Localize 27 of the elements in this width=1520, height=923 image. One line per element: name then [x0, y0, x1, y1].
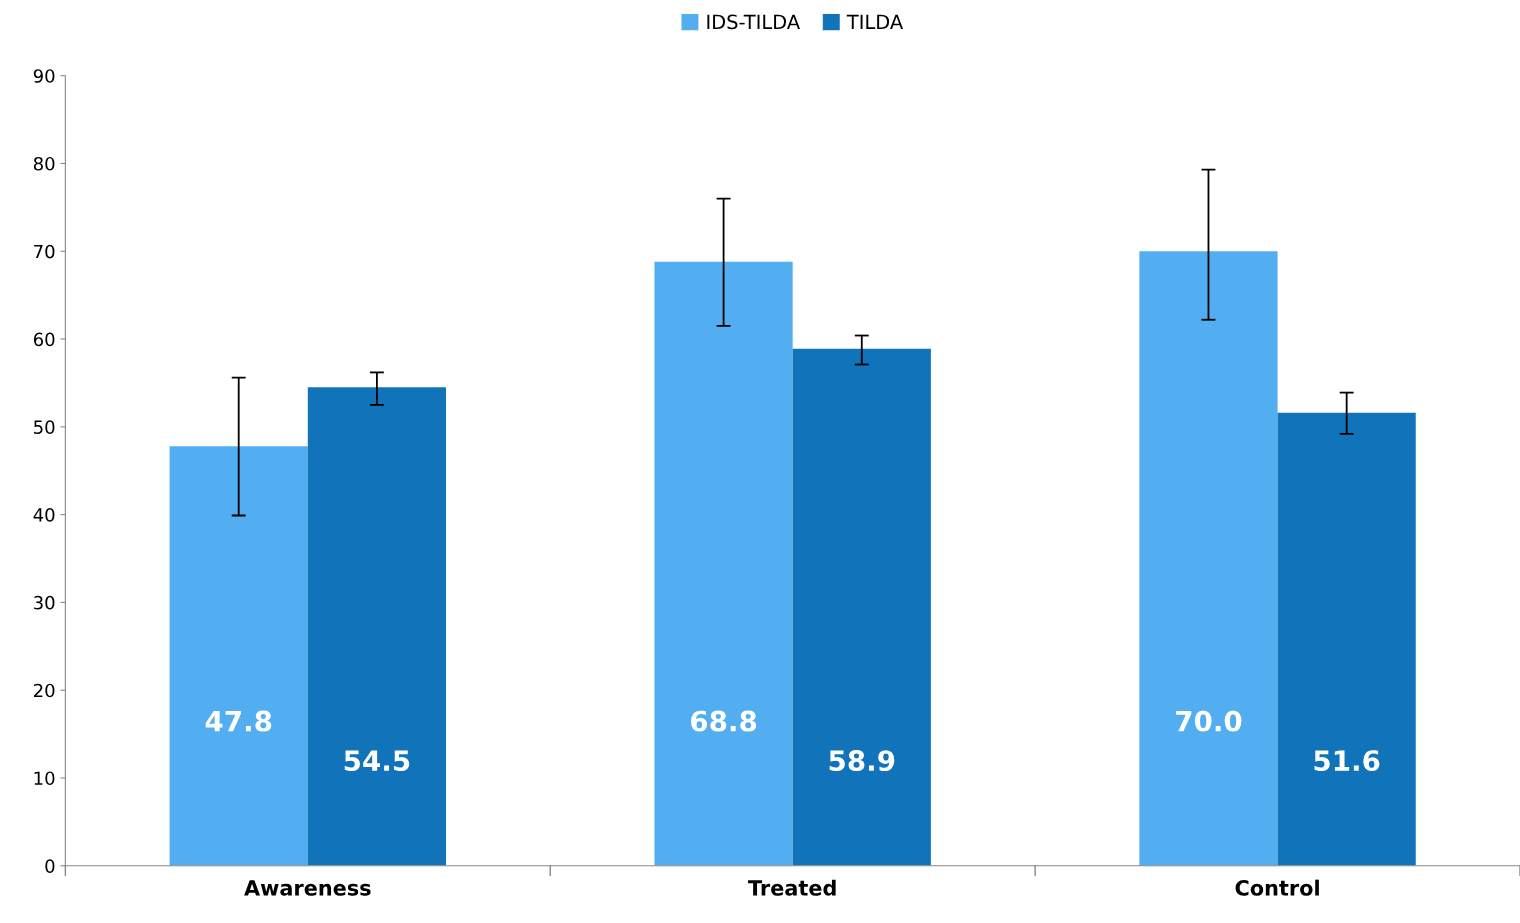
x-tick-label: Treated [748, 879, 836, 896]
y-tick-label: 50 [34, 420, 55, 434]
data-label: 54.5 [344, 750, 410, 772]
y-tick-label: 20 [33, 683, 55, 698]
bar [169, 446, 308, 866]
data-label: 47.8 [205, 710, 272, 732]
data-label: 51.6 [1314, 750, 1380, 772]
y-tick-label: 40 [33, 508, 55, 522]
y-tick-label: 10 [34, 771, 55, 786]
y-tick-label: 30 [34, 595, 55, 610]
legend-label: TILDA [846, 14, 904, 29]
x-tick-label: Control [1235, 879, 1319, 896]
bar [1277, 412, 1416, 866]
y-tick-label: 70 [34, 244, 55, 259]
y-tick-label: 90 [33, 69, 55, 83]
data-label: 58.9 [829, 750, 895, 772]
bar [1139, 251, 1278, 866]
bar [792, 348, 931, 866]
x-tick-label: Awareness [244, 880, 371, 896]
bar [307, 387, 446, 866]
y-tick-label: 80 [33, 156, 55, 171]
y-tick-label: 60 [33, 332, 55, 347]
data-label: 70.0 [1176, 710, 1242, 732]
legend-label: IDS-TILDA [707, 14, 800, 30]
bar [654, 261, 793, 866]
data-label: 68.8 [691, 710, 757, 732]
y-tick-label: 0 [45, 859, 55, 873]
